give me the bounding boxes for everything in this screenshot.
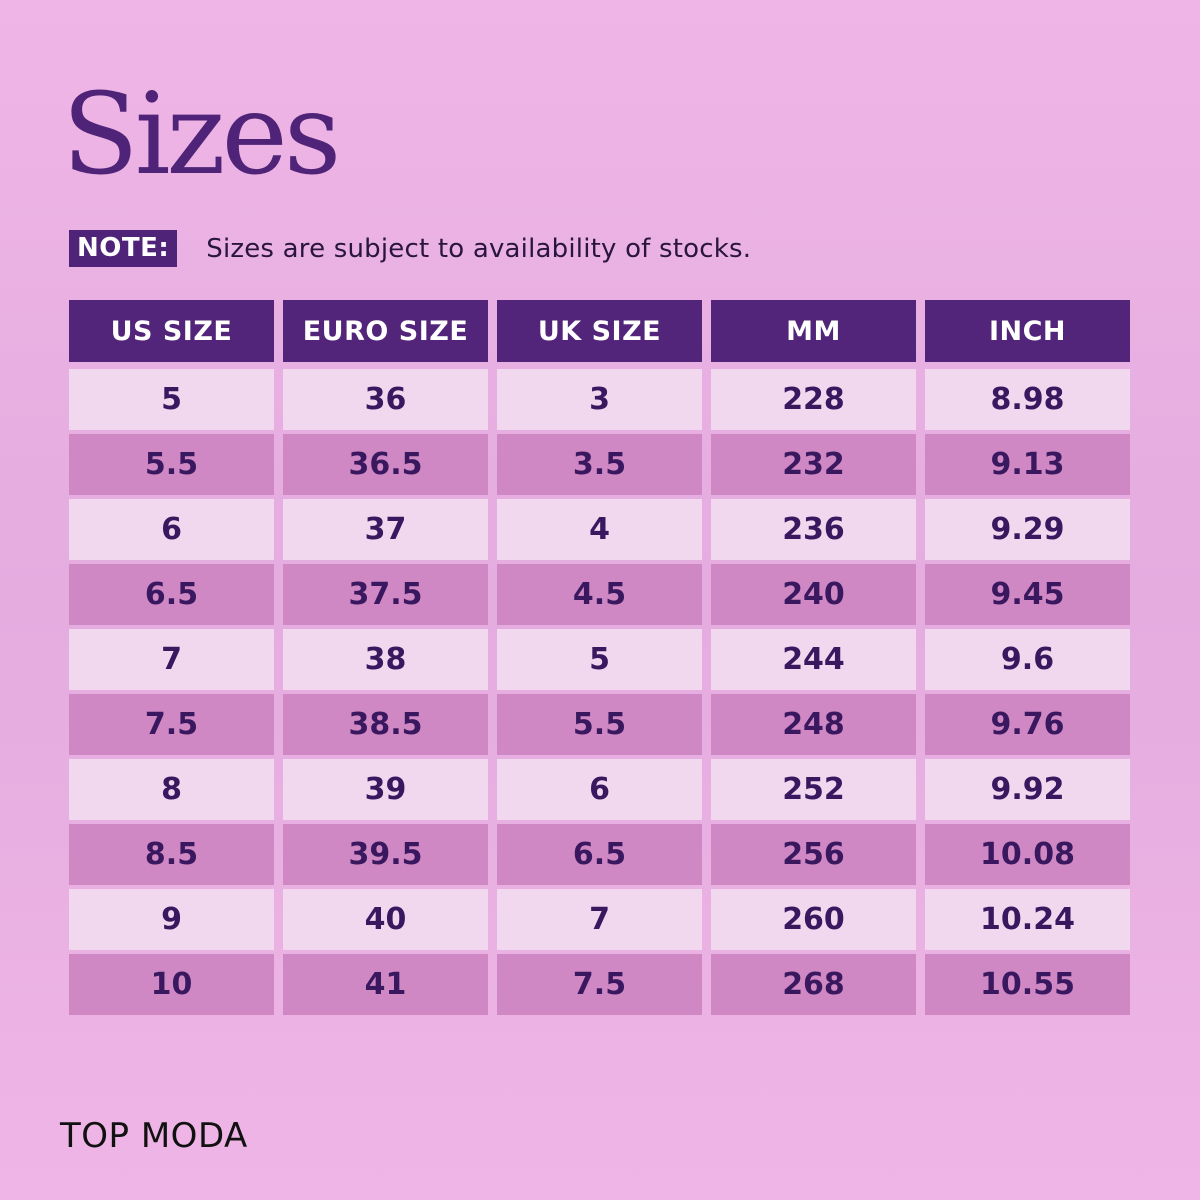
table-cell-euro-size: 39 [283, 759, 488, 820]
table-cell-uk-size: 4 [497, 499, 702, 560]
table-cell-uk-size: 5.5 [497, 694, 702, 755]
table-cell-euro-size: 40 [283, 889, 488, 950]
size-chart-table: US SIZE EURO SIZE UK SIZE MM INCH 5 36 3 22… [69, 300, 1131, 1019]
table-cell-mm: 248 [711, 694, 916, 755]
brand-name: TOP MODA [60, 1116, 248, 1156]
table-cell-us-size: 9 [69, 889, 274, 950]
column-header-inch: INCH [925, 300, 1130, 362]
table-cell-inch: 9.45 [925, 564, 1130, 625]
table-cell-euro-size: 36.5 [283, 434, 488, 495]
table-cell-uk-size: 3.5 [497, 434, 702, 495]
note-text: Sizes are subject to availability of sto… [206, 233, 752, 264]
table-cell-mm: 232 [711, 434, 916, 495]
table-cell-uk-size: 4.5 [497, 564, 702, 625]
table-cell-inch: 9.76 [925, 694, 1130, 755]
table-cell-euro-size: 39.5 [283, 824, 488, 885]
table-cell-inch: 9.29 [925, 499, 1130, 560]
table-cell-euro-size: 41 [283, 954, 488, 1015]
table-cell-inch: 10.24 [925, 889, 1130, 950]
table-cell-inch: 9.92 [925, 759, 1130, 820]
table-cell-euro-size: 36 [283, 369, 488, 430]
table-cell-us-size: 8 [69, 759, 274, 820]
column-header-uk-size: UK SIZE [497, 300, 702, 362]
column-header-mm: MM [711, 300, 916, 362]
table-cell-mm: 256 [711, 824, 916, 885]
table-cell-inch: 10.55 [925, 954, 1130, 1015]
table-cell-inch: 10.08 [925, 824, 1130, 885]
table-cell-mm: 240 [711, 564, 916, 625]
table-cell-inch: 9.6 [925, 629, 1130, 690]
table-cell-mm: 244 [711, 629, 916, 690]
table-cell-mm: 236 [711, 499, 916, 560]
table-cell-uk-size: 6 [497, 759, 702, 820]
table-cell-euro-size: 37.5 [283, 564, 488, 625]
table-cell-us-size: 8.5 [69, 824, 274, 885]
table-cell-uk-size: 5 [497, 629, 702, 690]
availability-note: NOTE: Sizes are subject to availability … [69, 230, 751, 267]
table-cell-mm: 260 [711, 889, 916, 950]
note-badge: NOTE: [69, 230, 178, 267]
table-cell-uk-size: 6.5 [497, 824, 702, 885]
table-cell-euro-size: 37 [283, 499, 488, 560]
table-cell-mm: 252 [711, 759, 916, 820]
table-cell-us-size: 7 [69, 629, 274, 690]
table-cell-us-size: 6.5 [69, 564, 274, 625]
table-cell-euro-size: 38 [283, 629, 488, 690]
table-cell-uk-size: 7.5 [497, 954, 702, 1015]
table-cell-uk-size: 3 [497, 369, 702, 430]
table-cell-euro-size: 38.5 [283, 694, 488, 755]
table-cell-us-size: 7.5 [69, 694, 274, 755]
page-title: Sizes [62, 70, 341, 200]
table-cell-uk-size: 7 [497, 889, 702, 950]
table-cell-us-size: 5.5 [69, 434, 274, 495]
column-header-us-size: US SIZE [69, 300, 274, 362]
column-header-euro-size: EURO SIZE [283, 300, 488, 362]
table-cell-us-size: 10 [69, 954, 274, 1015]
table-cell-inch: 9.13 [925, 434, 1130, 495]
table-cell-mm: 228 [711, 369, 916, 430]
table-cell-mm: 268 [711, 954, 916, 1015]
table-cell-us-size: 5 [69, 369, 274, 430]
table-cell-inch: 8.98 [925, 369, 1130, 430]
table-cell-us-size: 6 [69, 499, 274, 560]
